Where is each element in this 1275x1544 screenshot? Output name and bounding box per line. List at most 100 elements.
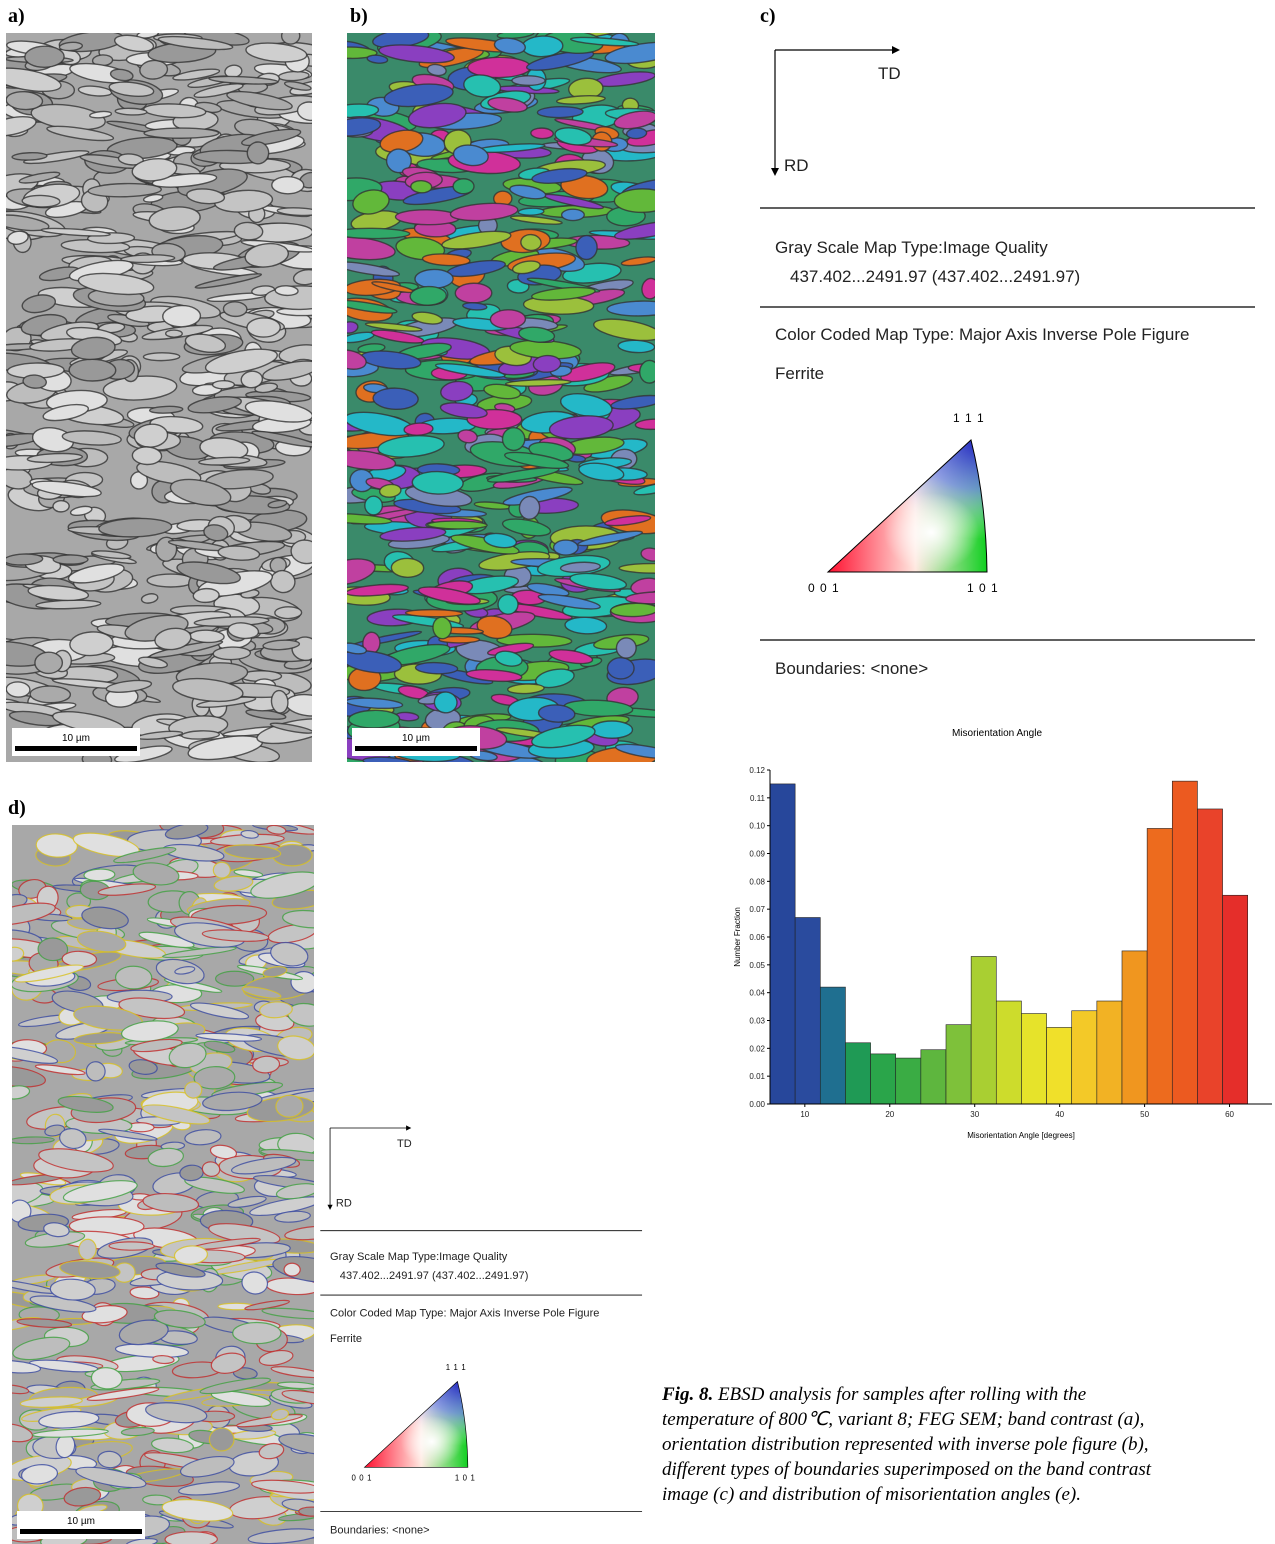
grain [591,721,632,738]
grain [30,686,70,703]
grain [35,652,63,674]
grain [497,594,519,615]
ipf-label: 0 0 1 [808,581,840,595]
grain [614,189,670,213]
grain [247,318,280,337]
grain [53,555,88,564]
caption-lead: Fig. 8. [661,1384,713,1405]
micrograph [0,23,336,768]
legend-text: Color Coded Map Type: Major Axis Inverse… [330,1308,599,1320]
x-axis-label: Misorientation Angle [degrees] [967,1131,1075,1140]
grain [143,353,179,361]
ipf-triangle [365,1382,468,1468]
scale-bar [355,746,477,751]
grain [619,563,688,573]
grain [410,286,447,306]
axis-label: TD [397,1138,412,1150]
arrow-head [892,46,900,54]
y-tick-label: 0.04 [749,989,765,998]
bar [921,1050,946,1104]
panel-label: b) [350,5,368,27]
y-tick-label: 0.00 [749,1100,765,1109]
grain [428,521,488,529]
arrow-head [771,168,779,176]
grain [455,283,492,303]
panel-label: d) [8,797,26,819]
grain [537,106,583,118]
ipf-triangle [828,440,987,572]
grain [213,862,231,879]
panel-label: c) [760,5,776,27]
legend-text: Color Coded Map Type: Major Axis Inverse… [775,325,1190,344]
grain [284,1263,300,1276]
chart-title: Misorientation Angle [952,728,1042,739]
ipf-label: 1 1 1 [446,1363,467,1372]
grain [272,176,304,193]
panel-label: a) [8,5,25,27]
grain [395,209,459,225]
ipf-label: 0 0 1 [352,1473,373,1482]
ipf-label: 1 1 1 [953,411,985,425]
bar [1197,809,1222,1104]
bar [820,987,845,1104]
bar [1072,1011,1097,1104]
bar [896,1058,921,1104]
axis-label: TD [878,64,901,83]
grain [554,540,578,555]
y-tick-label: 0.05 [749,961,765,970]
grain [25,46,65,68]
legend-text: Boundaries: <none> [330,1525,430,1537]
grain [84,869,115,882]
x-tick-label: 60 [1225,1110,1234,1119]
grain [213,381,235,389]
histogram: Misorientation Angle Number Fraction Misor… [733,728,1272,1140]
grain [213,647,251,660]
figure: a) b) c) d) TDRDGray Scale Map Type:Imag… [0,0,1275,1544]
y-tick-label: 0.10 [749,822,765,831]
scale-bar [15,746,137,751]
grain [275,1095,303,1118]
grain [162,305,200,327]
grain [132,447,162,465]
y-tick-label: 0.03 [749,1017,765,1026]
scale-bar-label: 10 µm [62,733,90,744]
caption-line: temperature of 800℃, variant 8; FEG SEM;… [662,1409,1144,1430]
scale-bar-label: 10 µm [67,1516,95,1527]
caption-line: image (c) and distribution of misorienta… [662,1484,1081,1505]
bar [845,1043,870,1104]
grain [411,180,432,193]
y-axis-label: Number Fraction [733,907,742,967]
legend-text: Boundaries: <none> [775,659,928,678]
bar [1021,1014,1046,1104]
grain [334,228,409,239]
grain [391,558,424,578]
y-tick-label: 0.08 [749,877,765,886]
grain [349,710,400,728]
grain [405,609,462,617]
legend: TDRDGray Scale Map Type:Image Quality437… [760,46,1255,678]
ipf-label: 1 0 1 [455,1473,476,1482]
grain [373,388,419,410]
grain [69,359,116,381]
grain [275,607,302,619]
bar [770,784,795,1104]
grain [576,235,598,260]
legend-text: Ferrite [330,1333,362,1345]
micrograph [0,812,349,1544]
y-tick-label: 0.06 [749,933,765,942]
bar [946,1025,971,1104]
grain [149,406,182,414]
grain [512,76,545,86]
scale-bar [20,1529,142,1534]
bar [1223,895,1248,1104]
caption: Fig. 8. EBSD analysis for samples after … [661,1384,1086,1405]
x-tick-label: 20 [885,1110,894,1119]
bar [1097,1001,1122,1104]
bar [871,1054,896,1104]
bar [795,918,820,1104]
grain [109,1242,154,1251]
legend-text: Ferrite [775,364,824,383]
grain [281,27,300,45]
y-tick-label: 0.12 [749,766,765,775]
